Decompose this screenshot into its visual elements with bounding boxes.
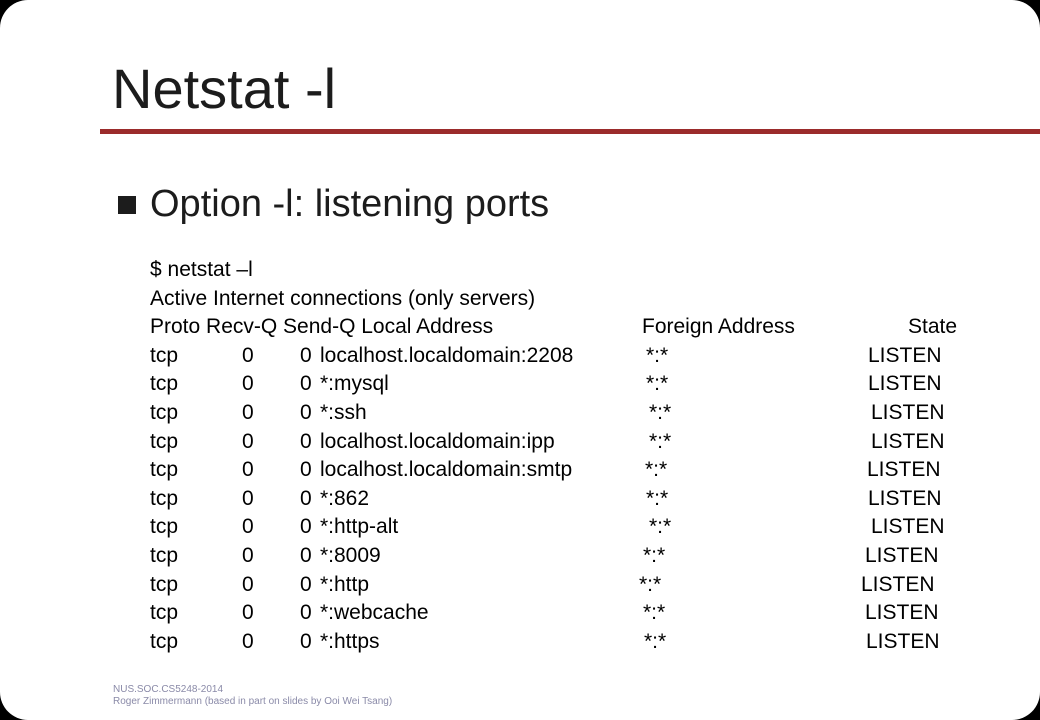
cell-recv-q: 0 bbox=[242, 343, 254, 367]
cell-proto: tcp bbox=[150, 372, 179, 396]
cell-recv-q: 0 bbox=[242, 601, 254, 625]
cell-recv-q: 0 bbox=[242, 629, 254, 653]
cell-send-q: 0 bbox=[300, 629, 312, 653]
cell-proto: tcp bbox=[150, 458, 179, 482]
cell-local-address: *:8009 bbox=[320, 543, 381, 567]
cell-foreign-address: *:* bbox=[639, 572, 662, 596]
table-row: tcp 0 0 localhost.localdomain:2208 *:* LISTEN bbox=[150, 342, 942, 371]
cell-foreign-address: *:* bbox=[649, 515, 672, 539]
cell-proto: tcp bbox=[150, 515, 179, 539]
table-row: tcp 0 0 localhost.localdomain:ipp *:* LISTEN bbox=[150, 428, 945, 457]
table-row: tcp 0 0 *:http *:* LISTEN bbox=[150, 571, 935, 600]
cell-send-q: 0 bbox=[300, 429, 312, 453]
square-bullet-icon bbox=[118, 195, 136, 214]
cell-state: LISTEN bbox=[865, 543, 939, 567]
cell-foreign-address: *:* bbox=[649, 400, 672, 424]
cell-proto: tcp bbox=[150, 343, 179, 367]
terminal-heading: Active Internet connections (only server… bbox=[150, 286, 536, 310]
cell-foreign-address: *:* bbox=[646, 343, 669, 367]
cell-foreign-address: *:* bbox=[645, 458, 668, 482]
cell-state: LISTEN bbox=[871, 400, 945, 424]
cell-send-q: 0 bbox=[300, 486, 312, 510]
cell-local-address: localhost.localdomain:2208 bbox=[320, 343, 574, 367]
cell-proto: tcp bbox=[150, 400, 179, 424]
cell-proto: tcp bbox=[150, 429, 179, 453]
cell-send-q: 0 bbox=[300, 372, 312, 396]
header-left: Proto Recv-Q Send-Q Local Address bbox=[150, 315, 494, 339]
cell-state: LISTEN bbox=[871, 515, 945, 539]
cell-recv-q: 0 bbox=[242, 458, 254, 482]
cell-local-address: *:http bbox=[320, 572, 370, 596]
table-row: tcp 0 0 localhost.localdomain:smtp *:* LISTEN bbox=[150, 456, 941, 485]
cell-send-q: 0 bbox=[300, 400, 312, 424]
cell-proto: tcp bbox=[150, 629, 179, 653]
cell-local-address: *:mysql bbox=[320, 372, 389, 396]
cell-send-q: 0 bbox=[300, 458, 312, 482]
slide-title: Netstat -l bbox=[112, 57, 337, 120]
table-row: tcp 0 0 *:8009 *:* LISTEN bbox=[150, 542, 939, 571]
cell-state: LISTEN bbox=[867, 458, 941, 482]
table-row: tcp 0 0 *:862 *:* LISTEN bbox=[150, 485, 942, 514]
title-divider bbox=[100, 129, 1040, 134]
terminal-command: $ netstat –l bbox=[150, 258, 253, 281]
cell-proto: tcp bbox=[150, 572, 179, 596]
cell-proto: tcp bbox=[150, 601, 179, 625]
cell-send-q: 0 bbox=[300, 543, 312, 567]
slide-footer: NUS.SOC.CS5248-2014 Roger Zimmermann (ba… bbox=[113, 684, 392, 708]
bullet-item: Option -l: listening ports bbox=[118, 183, 549, 226]
cell-state: LISTEN bbox=[868, 343, 942, 367]
cell-local-address: *:https bbox=[320, 629, 380, 653]
header-state: State bbox=[908, 315, 958, 339]
cell-send-q: 0 bbox=[300, 572, 312, 596]
cell-state: LISTEN bbox=[865, 601, 939, 625]
footer-author: Roger Zimmermann (based in part on slide… bbox=[113, 696, 393, 707]
cell-state: LISTEN bbox=[866, 629, 940, 653]
cell-local-address: localhost.localdomain:ipp bbox=[320, 429, 555, 453]
cell-foreign-address: *:* bbox=[649, 429, 672, 453]
table-row: tcp 0 0 *:mysql *:* LISTEN bbox=[150, 370, 942, 399]
cell-recv-q: 0 bbox=[242, 486, 254, 510]
bullet-text: Option -l: listening ports bbox=[150, 183, 550, 225]
cell-local-address: localhost.localdomain:smtp bbox=[320, 458, 573, 482]
cell-recv-q: 0 bbox=[242, 400, 254, 424]
cell-recv-q: 0 bbox=[242, 372, 254, 396]
cell-local-address: *:ssh bbox=[320, 400, 367, 424]
cell-foreign-address: *:* bbox=[643, 543, 666, 567]
cell-local-address: *:862 bbox=[320, 486, 370, 510]
cell-recv-q: 0 bbox=[242, 572, 254, 596]
cell-recv-q: 0 bbox=[242, 543, 254, 567]
cell-local-address: *:webcache bbox=[320, 601, 429, 625]
cell-send-q: 0 bbox=[300, 601, 312, 625]
cell-recv-q: 0 bbox=[242, 515, 254, 539]
terminal-header-row: Proto Recv-Q Send-Q Local Address Foreig… bbox=[150, 313, 957, 342]
cell-state: LISTEN bbox=[868, 486, 942, 510]
cell-foreign-address: *:* bbox=[644, 629, 667, 653]
cell-foreign-address: *:* bbox=[646, 372, 669, 396]
cell-proto: tcp bbox=[150, 486, 179, 510]
table-row: tcp 0 0 *:webcache *:* LISTEN bbox=[150, 599, 939, 628]
cell-recv-q: 0 bbox=[242, 429, 254, 453]
table-row: tcp 0 0 *:http-alt *:* LISTEN bbox=[150, 513, 945, 542]
cell-state: LISTEN bbox=[861, 572, 935, 596]
cell-state: LISTEN bbox=[868, 372, 942, 396]
terminal-output: $ netstat –l Active Internet connections… bbox=[150, 256, 957, 657]
cell-state: LISTEN bbox=[871, 429, 945, 453]
table-row: tcp 0 0 *:https *:* LISTEN bbox=[150, 628, 940, 657]
table-row: tcp 0 0 *:ssh *:* LISTEN bbox=[150, 399, 945, 428]
header-foreign: Foreign Address bbox=[642, 315, 795, 339]
cell-foreign-address: *:* bbox=[643, 601, 666, 625]
cell-proto: tcp bbox=[150, 543, 179, 567]
cell-send-q: 0 bbox=[300, 515, 312, 539]
cell-local-address: *:http-alt bbox=[320, 515, 399, 539]
cell-send-q: 0 bbox=[300, 343, 312, 367]
cell-foreign-address: *:* bbox=[646, 486, 669, 510]
terminal-rows: tcp 0 0 localhost.localdomain:2208 *:* LISTEN… bbox=[150, 342, 945, 657]
footer-course: NUS.SOC.CS5248-2014 bbox=[113, 684, 224, 695]
